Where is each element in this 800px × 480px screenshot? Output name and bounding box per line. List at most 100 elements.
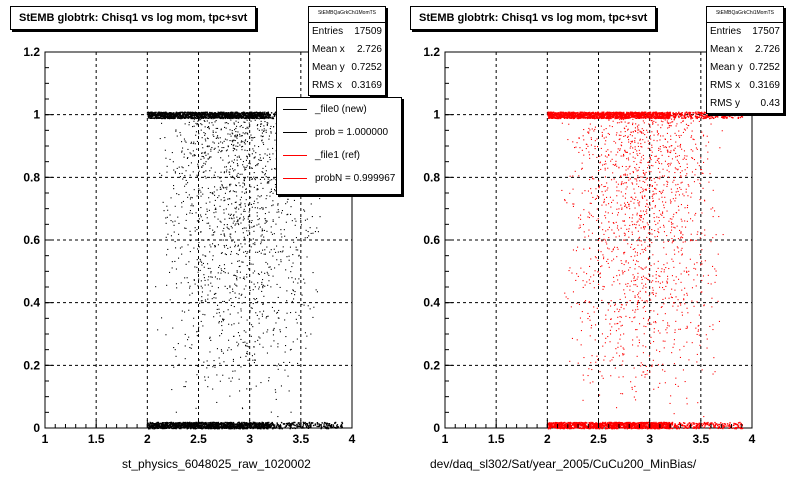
data-point <box>668 422 670 425</box>
data-point <box>213 297 215 299</box>
data-point <box>224 268 226 270</box>
data-point <box>183 156 185 158</box>
data-point <box>263 118 265 120</box>
data-point <box>262 425 265 428</box>
data-point <box>240 366 242 368</box>
data-point <box>201 187 203 189</box>
data-point <box>239 271 241 273</box>
data-point <box>266 114 268 116</box>
data-point <box>222 318 224 320</box>
data-point <box>205 154 207 156</box>
data-point <box>165 112 167 114</box>
data-point <box>242 232 244 234</box>
data-point <box>190 196 192 198</box>
data-point <box>215 297 217 299</box>
data-point <box>239 116 241 119</box>
data-point <box>280 233 282 235</box>
data-point <box>247 114 249 116</box>
data-point <box>198 111 200 114</box>
data-point <box>180 282 182 284</box>
data-point <box>268 266 270 268</box>
data-point <box>249 191 251 193</box>
data-point <box>262 187 264 189</box>
data-point <box>664 425 666 427</box>
data-point <box>270 132 272 134</box>
data-point <box>683 425 685 427</box>
data-point <box>273 248 275 250</box>
data-point <box>167 248 169 250</box>
data-point <box>265 113 267 115</box>
data-point <box>168 426 170 429</box>
data-point <box>275 426 278 428</box>
data-point <box>289 246 291 248</box>
data-point <box>229 421 232 424</box>
data-point <box>276 424 279 426</box>
data-point <box>258 223 260 225</box>
data-point <box>205 300 207 302</box>
data-point <box>239 133 241 135</box>
data-point <box>246 112 248 115</box>
data-point <box>230 304 232 306</box>
data-point <box>201 296 203 298</box>
data-point <box>327 424 329 427</box>
data-point <box>234 201 236 203</box>
data-point <box>236 221 238 223</box>
data-point <box>230 425 232 428</box>
data-point <box>183 386 185 388</box>
data-point <box>269 128 271 130</box>
data-point <box>156 423 158 425</box>
data-point <box>236 135 238 137</box>
data-point <box>172 427 174 430</box>
data-point <box>220 111 222 113</box>
data-point <box>248 424 250 426</box>
data-point <box>169 422 172 424</box>
data-point <box>260 195 262 197</box>
data-point <box>262 279 264 281</box>
data-point <box>248 211 250 213</box>
data-point <box>268 380 270 382</box>
data-point <box>229 129 231 131</box>
data-point <box>220 128 222 130</box>
data-point <box>217 304 219 306</box>
data-point <box>184 185 186 187</box>
data-point <box>152 113 154 115</box>
data-point <box>194 143 196 145</box>
data-point <box>261 136 263 138</box>
data-point <box>165 217 167 219</box>
data-point <box>573 421 576 424</box>
data-point <box>233 139 235 141</box>
data-point <box>175 355 177 357</box>
data-point <box>251 112 253 115</box>
data-point <box>202 219 204 221</box>
data-point <box>244 140 246 142</box>
data-point <box>193 423 196 425</box>
data-point <box>612 422 615 424</box>
data-point <box>148 424 150 426</box>
data-point <box>240 243 242 245</box>
data-point <box>227 227 229 229</box>
data-point <box>260 243 262 245</box>
data-point <box>223 114 225 116</box>
data-point <box>245 112 247 114</box>
data-point <box>304 210 306 212</box>
data-point <box>250 427 252 429</box>
data-point <box>207 187 209 189</box>
data-point <box>200 216 202 218</box>
data-point <box>195 407 197 409</box>
data-point <box>569 423 572 425</box>
data-point <box>698 422 700 424</box>
data-point <box>164 116 166 119</box>
data-point <box>222 352 224 354</box>
data-point <box>245 113 247 115</box>
data-point <box>238 322 240 324</box>
data-point <box>157 421 159 424</box>
data-point <box>212 141 214 143</box>
data-point <box>211 234 213 236</box>
data-point <box>250 134 252 136</box>
data-point <box>184 311 186 313</box>
data-point <box>189 116 192 118</box>
data-point <box>258 250 260 252</box>
data-point <box>155 425 157 427</box>
data-point <box>260 135 262 137</box>
data-point <box>259 427 261 430</box>
